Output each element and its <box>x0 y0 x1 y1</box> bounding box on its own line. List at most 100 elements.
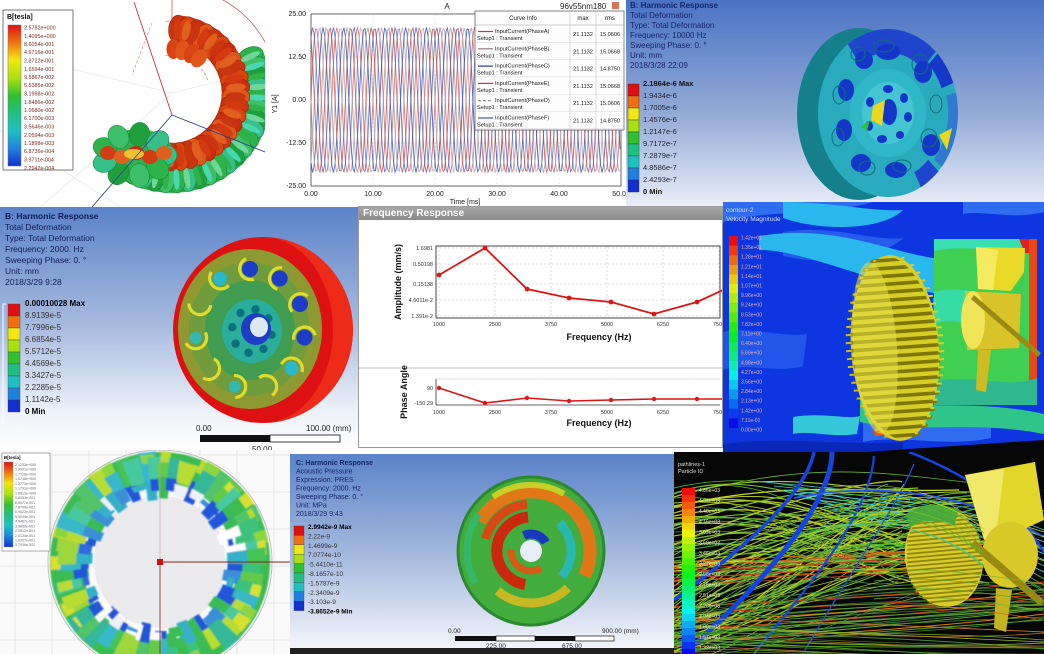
svg-text:Sweeping Phase: 0. °: Sweeping Phase: 0. ° <box>630 41 707 50</box>
svg-text:4.16e+03: 4.16e+03 <box>699 520 720 526</box>
svg-text:4.27e+00: 4.27e+00 <box>741 370 762 376</box>
svg-text:2.0594e-003: 2.0594e-003 <box>24 133 54 139</box>
svg-text:pathlines-1: pathlines-1 <box>678 462 705 468</box>
svg-text:Velocity Magnitude: Velocity Magnitude <box>726 216 781 223</box>
svg-text:0.00010028 Max: 0.00010028 Max <box>25 299 86 308</box>
svg-text:Frequency: 2000. Hz: Frequency: 2000. Hz <box>296 486 361 493</box>
svg-text:InputCurrent(PhaseC): InputCurrent(PhaseC) <box>495 64 550 70</box>
svg-text:0.00: 0.00 <box>196 424 212 433</box>
svg-text:5000: 5000 <box>601 322 613 328</box>
svg-text:2.1864e-6 Max: 2.1864e-6 Max <box>643 79 694 88</box>
svg-text:1.4095e+000: 1.4095e+000 <box>24 34 56 40</box>
svg-text:1.391e-2: 1.391e-2 <box>411 314 433 320</box>
svg-text:4.86e+03: 4.86e+03 <box>699 488 720 494</box>
svg-text:2.0134e-001: 2.0134e-001 <box>15 534 35 538</box>
svg-text:1.42e+01: 1.42e+01 <box>741 236 762 242</box>
svg-text:1.8486e-002: 1.8486e-002 <box>24 100 54 106</box>
svg-text:0.00e+00: 0.00e+00 <box>741 428 762 434</box>
svg-text:Frequency (Hz): Frequency (Hz) <box>566 418 631 428</box>
svg-text:A: A <box>444 2 450 11</box>
svg-text:3.93e+03: 3.93e+03 <box>699 530 720 536</box>
svg-text:6.6854e-5: 6.6854e-5 <box>25 335 62 344</box>
svg-text:1.07e+01: 1.07e+01 <box>741 284 762 290</box>
svg-text:5.5385e-002: 5.5385e-002 <box>24 83 54 89</box>
svg-text:30.00: 30.00 <box>488 191 506 198</box>
svg-text:6.1700e-003: 6.1700e-003 <box>24 116 54 122</box>
svg-text:1.42e+00: 1.42e+00 <box>741 408 762 414</box>
svg-text:8.53e+00: 8.53e+00 <box>741 312 762 318</box>
svg-text:6250: 6250 <box>657 322 669 328</box>
svg-text:-1.5787e-9: -1.5787e-9 <box>308 580 340 587</box>
svg-text:Unit: mm: Unit: mm <box>5 266 39 276</box>
svg-text:0.00: 0.00 <box>448 628 461 635</box>
svg-text:7.82e+00: 7.82e+00 <box>741 322 762 328</box>
svg-text:-5.4410e-11: -5.4410e-11 <box>308 562 343 569</box>
svg-text:21.1132: 21.1132 <box>573 67 593 73</box>
svg-text:contour-2: contour-2 <box>726 207 754 214</box>
svg-text:1.1142e-5: 1.1142e-5 <box>25 395 61 404</box>
svg-text:2.1253e+000: 2.1253e+000 <box>15 463 36 467</box>
svg-text:4.98e+00: 4.98e+00 <box>741 360 762 366</box>
svg-text:3.9711e-004: 3.9711e-004 <box>24 158 54 164</box>
svg-text:1.6981: 1.6981 <box>416 246 433 252</box>
svg-text:7500: 7500 <box>713 410 722 416</box>
svg-text:8.8577e-001: 8.8577e-001 <box>15 501 35 505</box>
svg-text:6.9022e-001: 6.9022e-001 <box>15 510 35 514</box>
svg-text:0 Min: 0 Min <box>643 187 663 196</box>
svg-text:21.1132: 21.1132 <box>573 84 593 90</box>
svg-text:1.0357e-001: 1.0357e-001 <box>15 539 35 543</box>
svg-text:8.6054e-001: 8.6054e-001 <box>24 42 54 48</box>
svg-text:1.21e+01: 1.21e+01 <box>741 264 762 270</box>
svg-text:4.6011e-2: 4.6011e-2 <box>409 298 433 304</box>
svg-text:Expression: PRES: Expression: PRES <box>296 477 354 484</box>
svg-text:4.4569e-5: 4.4569e-5 <box>25 359 62 368</box>
svg-text:9.24e+00: 9.24e+00 <box>741 303 762 309</box>
svg-text:2.98e+03: 2.98e+03 <box>699 572 720 578</box>
svg-text:21.1132: 21.1132 <box>573 119 593 125</box>
svg-text:10.00: 10.00 <box>364 191 382 198</box>
svg-text:900.00 (mm): 900.00 (mm) <box>602 628 639 635</box>
svg-text:5.7936e-002: 5.7936e-002 <box>15 543 35 547</box>
svg-text:1.9434e-6: 1.9434e-6 <box>643 91 677 100</box>
svg-text:Y1 [A]: Y1 [A] <box>272 94 279 113</box>
svg-text:225.00: 225.00 <box>486 643 506 650</box>
svg-text:InputCurrent(PhaseF): InputCurrent(PhaseF) <box>495 116 549 122</box>
svg-text:Setup1 : Transient: Setup1 : Transient <box>477 53 523 59</box>
svg-text:9.96e+00: 9.96e+00 <box>741 293 762 299</box>
svg-text:InputCurrent(PhaseD): InputCurrent(PhaseD) <box>495 98 550 104</box>
svg-text:3.1998e-002: 3.1998e-002 <box>24 92 54 98</box>
svg-text:Frequency: 2000. Hz: Frequency: 2000. Hz <box>5 244 84 254</box>
svg-text:2500: 2500 <box>489 322 501 328</box>
svg-text:Sweeping Phase: 0. °: Sweeping Phase: 0. ° <box>5 255 86 265</box>
svg-text:B: Harmonic Response: B: Harmonic Response <box>5 211 99 221</box>
svg-text:-3.103e-9: -3.103e-9 <box>308 599 336 606</box>
svg-text:Type: Total Deformation: Type: Total Deformation <box>5 233 95 243</box>
svg-text:21.1132: 21.1132 <box>573 49 593 55</box>
svg-text:Acoustic Pressure: Acoustic Pressure <box>296 469 353 476</box>
svg-text:Particle ID: Particle ID <box>678 469 703 475</box>
svg-text:1.1898e-003: 1.1898e-003 <box>24 141 54 147</box>
svg-text:2.5782e+000: 2.5782e+000 <box>24 26 56 32</box>
svg-text:4.8586e-7: 4.8586e-7 <box>643 163 677 172</box>
svg-text:2018/3/28 22:09: 2018/3/28 22:09 <box>630 61 688 70</box>
svg-text:3.56e+00: 3.56e+00 <box>741 380 762 386</box>
svg-text:2500: 2500 <box>489 410 501 416</box>
svg-text:B[tesla]: B[tesla] <box>4 455 21 460</box>
svg-text:-25.00: -25.00 <box>286 183 306 190</box>
svg-text:Total Deformation: Total Deformation <box>630 11 693 20</box>
svg-text:14.8750: 14.8750 <box>600 67 620 73</box>
svg-text:Total Deformation: Total Deformation <box>5 222 72 232</box>
svg-text:5.9244e-001: 5.9244e-001 <box>15 515 35 519</box>
svg-text:Time [ms]: Time [ms] <box>450 199 481 206</box>
svg-text:7.8799e-001: 7.8799e-001 <box>15 506 35 510</box>
svg-text:2.22e-9: 2.22e-9 <box>308 533 330 540</box>
svg-text:25.00: 25.00 <box>288 11 306 18</box>
svg-text:2.28e+03: 2.28e+03 <box>699 604 720 610</box>
svg-text:2.04e+03: 2.04e+03 <box>699 614 720 620</box>
svg-text:6250: 6250 <box>657 410 669 416</box>
svg-text:-150.29: -150.29 <box>414 401 433 407</box>
svg-text:1.3773e+000: 1.3773e+000 <box>15 482 36 486</box>
svg-text:21.1132: 21.1132 <box>573 32 593 38</box>
svg-text:7.2879e-7: 7.2879e-7 <box>643 151 677 160</box>
svg-text:InputCurrent(PhaseE): InputCurrent(PhaseE) <box>495 81 550 87</box>
